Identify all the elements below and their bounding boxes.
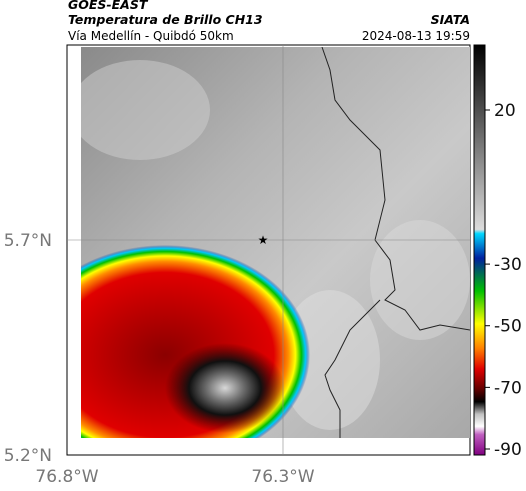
- satellite-image: [81, 47, 470, 438]
- colorbar-label: -90: [494, 440, 522, 460]
- lat-label: 5.7°N: [4, 231, 52, 251]
- colorbar-label: -50: [494, 317, 522, 337]
- colorbar-label: -30: [494, 255, 522, 275]
- colorbar-label: -70: [494, 378, 522, 398]
- product: Temperatura de Brillo CH13: [68, 12, 263, 27]
- region: Vía Medellín - Quibdó 50km: [68, 29, 234, 43]
- source: SIATA: [431, 12, 470, 27]
- lat-label: 5.2°N: [4, 446, 52, 466]
- colorbar: [473, 44, 486, 456]
- colorbar-label: 20: [494, 101, 516, 121]
- location-star: ★: [258, 233, 269, 247]
- satellite: GOES-EAST: [68, 0, 149, 12]
- lon-label: 76.3°W: [251, 467, 314, 487]
- lon-label: 76.8°W: [35, 467, 98, 487]
- datetime: 2024-08-13 19:59: [362, 29, 470, 43]
